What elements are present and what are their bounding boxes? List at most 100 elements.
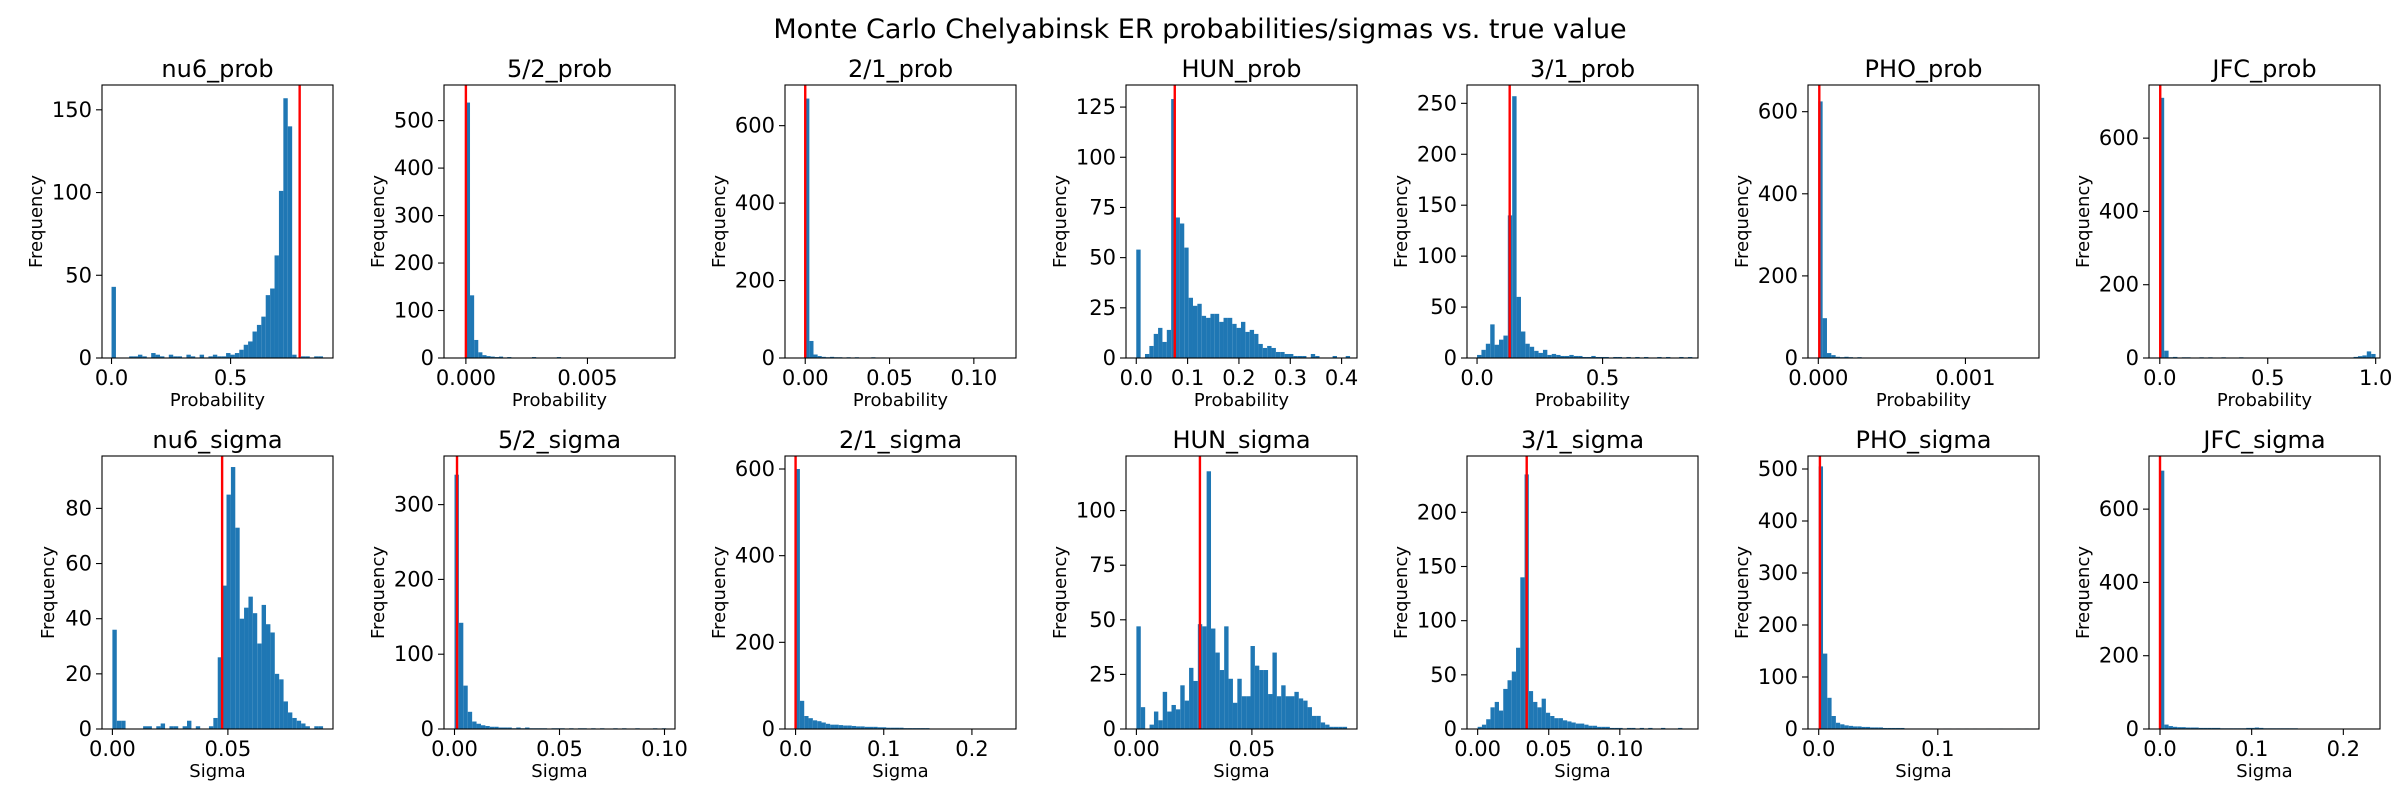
histogram-bar: [899, 727, 904, 729]
y-tick-label: 0: [1444, 346, 1457, 370]
histogram-bar: [1310, 353, 1316, 358]
y-tick-label: 40: [65, 607, 92, 631]
plot-frame: [101, 455, 334, 730]
histogram-bar: [1175, 217, 1180, 358]
histogram-bar: [1180, 685, 1185, 729]
x-tick-label: 0.05: [1525, 737, 1572, 761]
histogram-bar: [490, 356, 495, 358]
histogram-bar: [856, 726, 861, 729]
x-tick-label: 0.05: [205, 737, 252, 761]
histogram-bar: [226, 353, 231, 358]
histogram-bar: [1236, 327, 1241, 358]
histogram-bar: [270, 632, 275, 729]
histogram-bar: [817, 356, 822, 358]
x-axis-label: Probability: [1194, 390, 1289, 411]
histogram-bar: [1857, 726, 1862, 729]
histogram-bar: [1567, 721, 1572, 729]
histogram-bar: [1136, 249, 1141, 358]
histogram-panel: 0.0 0.5 0 50 100 150 nu6_prob Probability Freque…: [26, 55, 334, 411]
plot-frame: [443, 455, 676, 730]
histogram-bar: [1542, 349, 1548, 358]
histogram-bar: [1288, 353, 1294, 358]
histogram-bar: [1219, 670, 1225, 729]
histogram-bar: [1861, 726, 1866, 729]
histogram-bar: [1831, 355, 1836, 358]
plot-frame: [2148, 84, 2381, 359]
histogram-bar: [1297, 355, 1303, 358]
histogram-bar: [1316, 715, 1321, 729]
x-tick-label: 0.1: [1921, 737, 1954, 761]
histogram-bar: [292, 717, 297, 729]
histogram-bar: [318, 356, 323, 358]
x-tick-label: 0.00: [782, 366, 829, 390]
histogram-bar: [283, 701, 288, 729]
histogram-bar: [173, 356, 178, 358]
histogram-bar: [1202, 626, 1207, 729]
x-tick-label: 0.1: [1171, 366, 1204, 390]
y-tick-label: 0: [1444, 717, 1457, 741]
histogram-bar: [1520, 577, 1525, 729]
histogram-bar: [1144, 353, 1150, 358]
histogram-panel: 0.000 0.005 0 100 200 300 400 500 5/2_prob Probab…: [368, 55, 676, 411]
y-axis-label: Frequency: [26, 175, 47, 268]
x-axis-label: Sigma: [531, 761, 587, 782]
histogram-bar: [1503, 688, 1508, 729]
histogram-bar: [525, 727, 530, 729]
histogram-bar: [121, 720, 126, 729]
histogram-bar: [1545, 712, 1551, 729]
histogram-bar: [1329, 726, 1334, 729]
histogram-bar: [2194, 727, 2199, 729]
histogram-bar: [2185, 727, 2191, 729]
histogram-bar: [1303, 700, 1308, 729]
y-axis-label: Frequency: [709, 546, 730, 639]
histogram-bar: [834, 724, 839, 729]
histogram-bar: [235, 527, 240, 729]
x-axis-label: Sigma: [1895, 761, 1951, 782]
histogram-bar: [1516, 296, 1521, 358]
y-axis-label: Frequency: [368, 175, 389, 268]
plot-frame: [1466, 84, 1699, 359]
y-tick-label: 200: [1758, 613, 1798, 637]
histogram-bar: [1874, 727, 1879, 729]
histogram-bar: [804, 716, 809, 729]
histogram-bar: [1241, 696, 1247, 729]
histogram-bar: [1564, 355, 1570, 358]
histogram-bar: [795, 469, 800, 729]
y-tick-label: 400: [1758, 182, 1798, 206]
y-tick-label: 300: [394, 204, 434, 228]
histogram-bar: [1571, 722, 1576, 729]
y-tick-label: 0: [1103, 717, 1116, 741]
x-tick-label: 0.10: [950, 366, 997, 390]
histogram-bar: [318, 726, 324, 729]
histogram-bar: [274, 255, 279, 358]
histogram-bar: [1481, 724, 1487, 729]
histogram-bar: [226, 494, 231, 729]
y-tick-label: 75: [1089, 553, 1116, 577]
histogram-panel: 0.00 0.05 0 20 40 60 80 nu6_sigma Sigma Frequency: [38, 426, 334, 782]
x-tick-label: 0.05: [1229, 737, 1276, 761]
histogram-panel: 0.0 0.1 0.2 0 200 400 600 JFC_sigma Sigma Frequen…: [2073, 426, 2381, 782]
histogram-bar: [2164, 350, 2169, 358]
x-axis-label: Probability: [853, 390, 948, 411]
plot-frame: [784, 455, 1017, 730]
histogram-bars: [1818, 466, 2029, 729]
y-tick-label: 0: [1103, 346, 1116, 370]
y-tick-label: 25: [1089, 296, 1116, 320]
panel-title: 3/1_prob: [1530, 55, 1635, 83]
histogram-bar: [1534, 350, 1539, 358]
y-tick-label: 200: [735, 269, 775, 293]
histogram-bar: [1831, 716, 1836, 729]
y-tick-label: 400: [735, 191, 775, 215]
x-tick-label: 0.05: [536, 737, 583, 761]
histogram-bar: [869, 726, 874, 729]
histogram-bar: [1223, 317, 1228, 358]
y-tick-label: 100: [394, 642, 434, 666]
histogram-bars: [465, 102, 669, 358]
figure-title: Monte Carlo Chelyabinsk ER probabilities…: [773, 14, 1626, 45]
x-tick-label: 0.1: [867, 737, 900, 761]
histogram-bar: [292, 354, 297, 358]
histogram-bar: [190, 356, 196, 358]
histogram-bar: [1136, 626, 1141, 729]
histogram-bar: [472, 721, 477, 729]
